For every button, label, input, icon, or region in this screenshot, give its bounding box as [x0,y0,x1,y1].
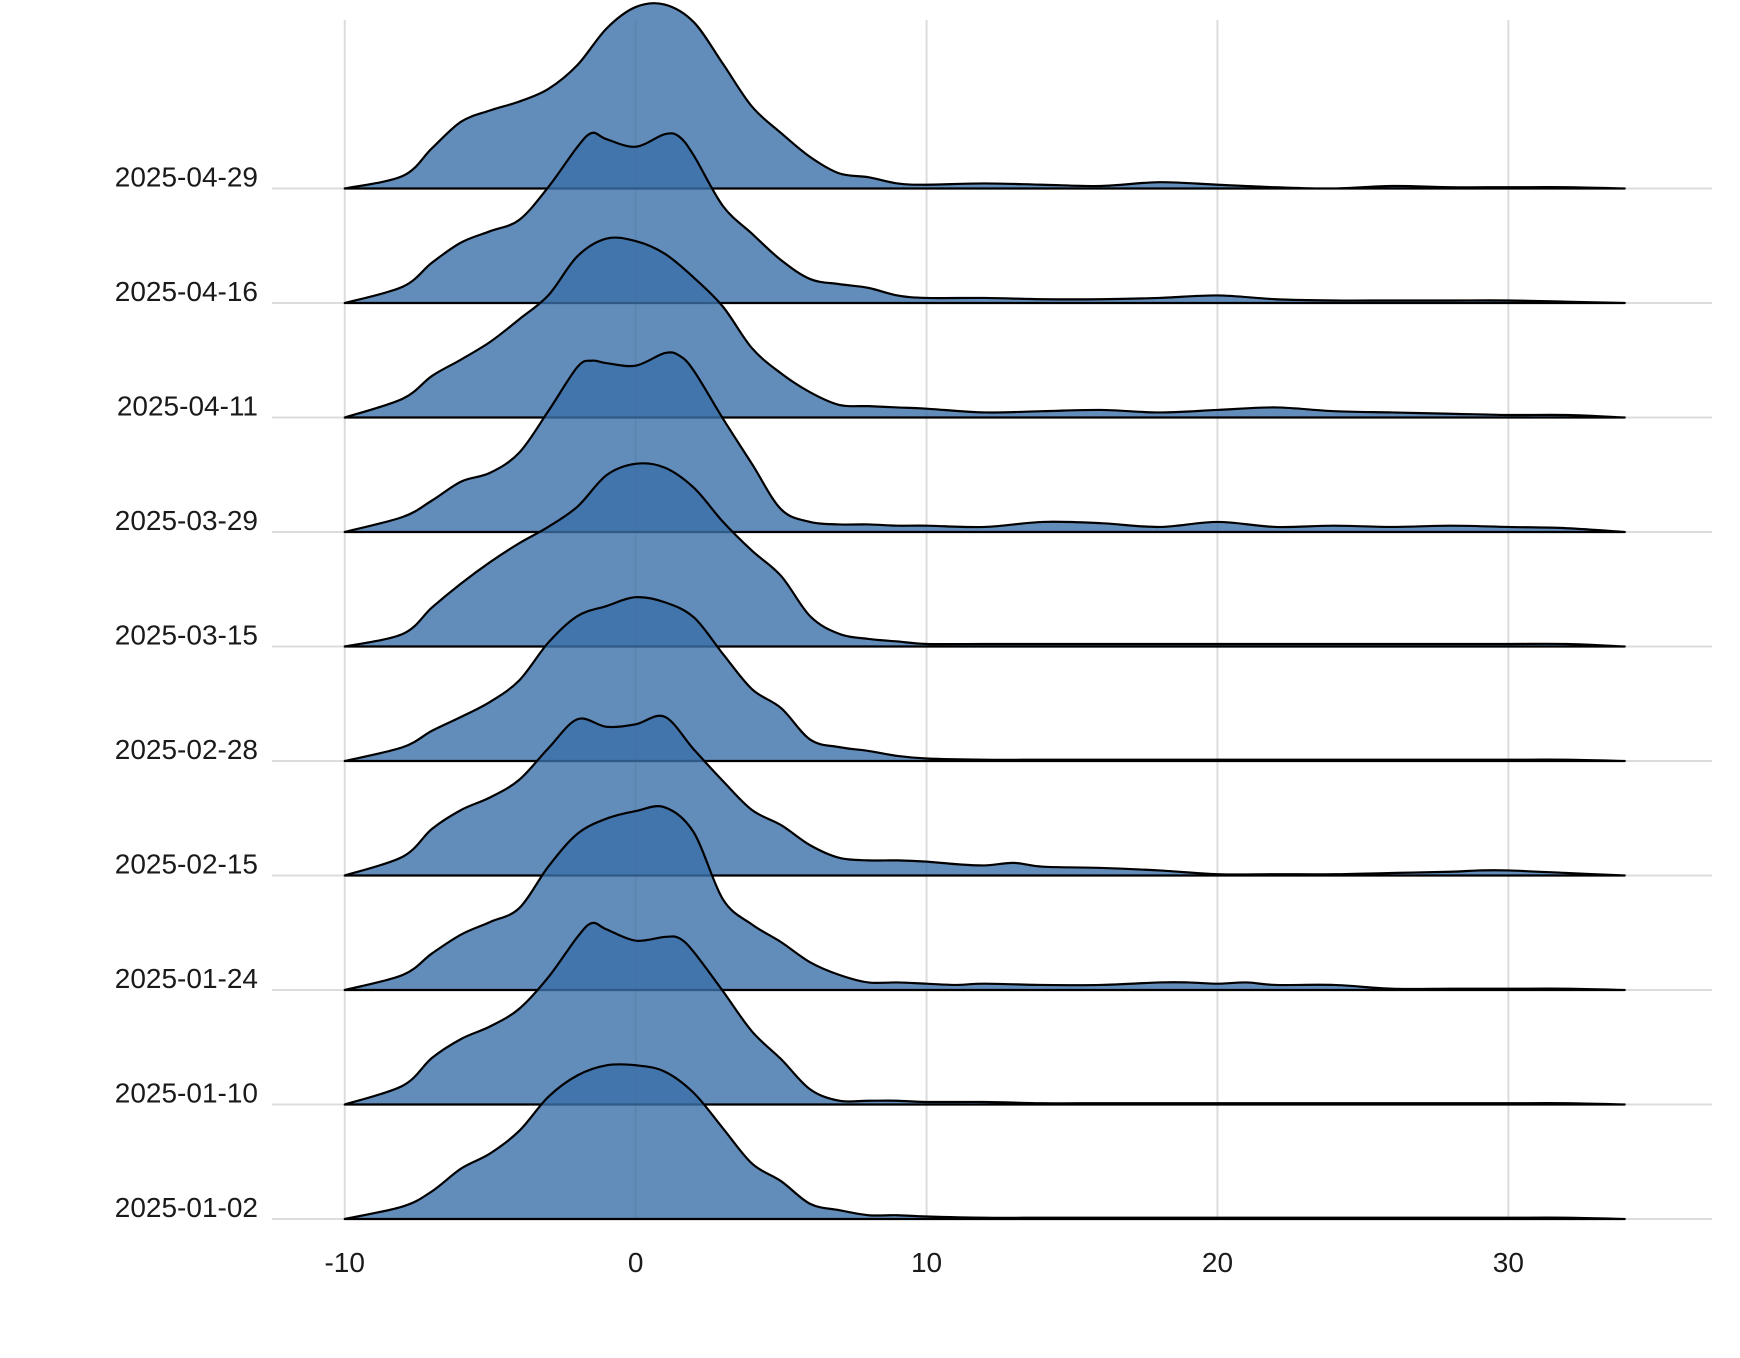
x-tick-label: 0 [628,1247,644,1278]
y-tick-label: 2025-01-02 [115,1192,258,1223]
y-tick-label: 2025-03-29 [115,505,258,536]
y-tick-labels: 2025-01-02 2025-01-10 2025-01-24 2025-02-15… [115,162,258,1224]
y-tick-label: 2025-04-29 [115,162,258,193]
y-tick-label: 2025-04-16 [115,276,258,307]
y-tick-label: 2025-02-15 [115,849,258,880]
x-tick-label: 10 [911,1247,942,1278]
y-tick-label: 2025-03-15 [115,620,258,651]
y-tick-label: 2025-01-10 [115,1078,258,1109]
x-tick-labels: -10 0 10 20 30 [324,1247,1523,1278]
ridge-2025-03-15 [343,462,1626,648]
ridge-2025-01-10 [343,921,1626,1106]
ridge-2025-01-02 [343,1063,1626,1221]
y-tick-label: 2025-01-24 [115,963,258,994]
ridge-2025-04-29 [343,2,1626,190]
x-tick-label: 20 [1202,1247,1233,1278]
ridge-layer [343,2,1626,1221]
y-tick-label: 2025-02-28 [115,734,258,765]
x-tick-label: -10 [324,1247,364,1278]
x-tick-label: 30 [1493,1247,1524,1278]
y-tick-label: 2025-04-11 [117,391,258,422]
